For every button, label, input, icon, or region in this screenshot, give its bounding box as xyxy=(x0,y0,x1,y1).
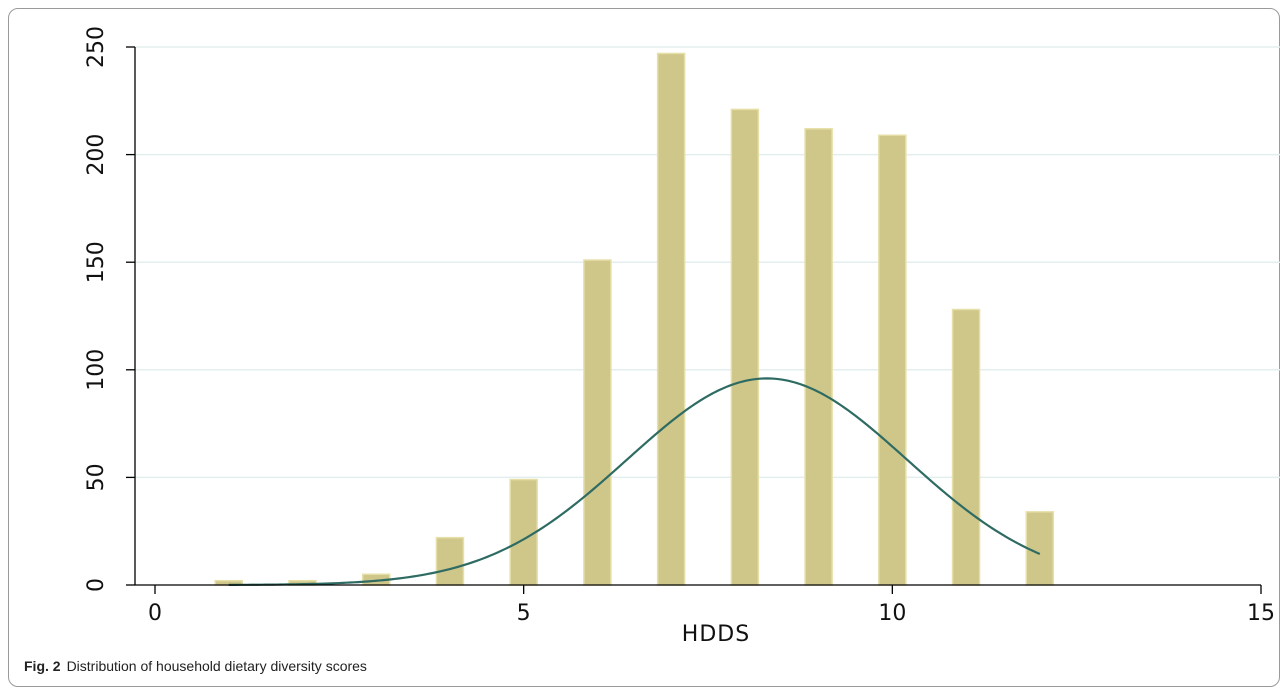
bar-7 xyxy=(656,52,686,586)
x-tick-label-15: 15 xyxy=(1247,601,1275,626)
axes xyxy=(126,46,1262,594)
y-tick-label-200: 200 xyxy=(84,134,109,176)
y-tick-label-0: 0 xyxy=(84,578,109,592)
x-tick-label-10: 10 xyxy=(878,601,906,626)
y-tick-label-150: 150 xyxy=(84,241,109,283)
y-tick-label-250: 250 xyxy=(84,26,109,68)
x-tick-labels: 0 5 10 15 xyxy=(148,601,1275,626)
bar-9 xyxy=(804,128,833,586)
bar-11 xyxy=(951,308,981,586)
grid-lines xyxy=(135,46,1280,479)
density-curve xyxy=(228,377,1041,586)
x-tick-label-0: 0 xyxy=(148,601,162,626)
x-axis-label: HDDS xyxy=(682,622,750,647)
bar-8 xyxy=(730,108,760,586)
bar-5 xyxy=(509,478,538,586)
y-tick-labels: 0 50 100 150 200 250 xyxy=(84,26,109,592)
y-tick-label-50: 50 xyxy=(84,463,109,491)
normal-curve xyxy=(228,377,1041,586)
y-tick-label-100: 100 xyxy=(84,349,109,391)
x-tick-label-5: 5 xyxy=(517,601,531,626)
bar-12 xyxy=(1025,511,1055,586)
bar-6 xyxy=(583,259,612,586)
caption-label: Fig. 2 xyxy=(24,658,61,674)
figure-caption: Fig. 2 Distribution of household dietary … xyxy=(24,658,367,674)
bar-10 xyxy=(878,134,907,586)
figure-frame xyxy=(8,8,1280,687)
bar-4 xyxy=(435,536,465,586)
bars xyxy=(214,52,1055,586)
caption-text: Distribution of household dietary divers… xyxy=(66,658,367,674)
